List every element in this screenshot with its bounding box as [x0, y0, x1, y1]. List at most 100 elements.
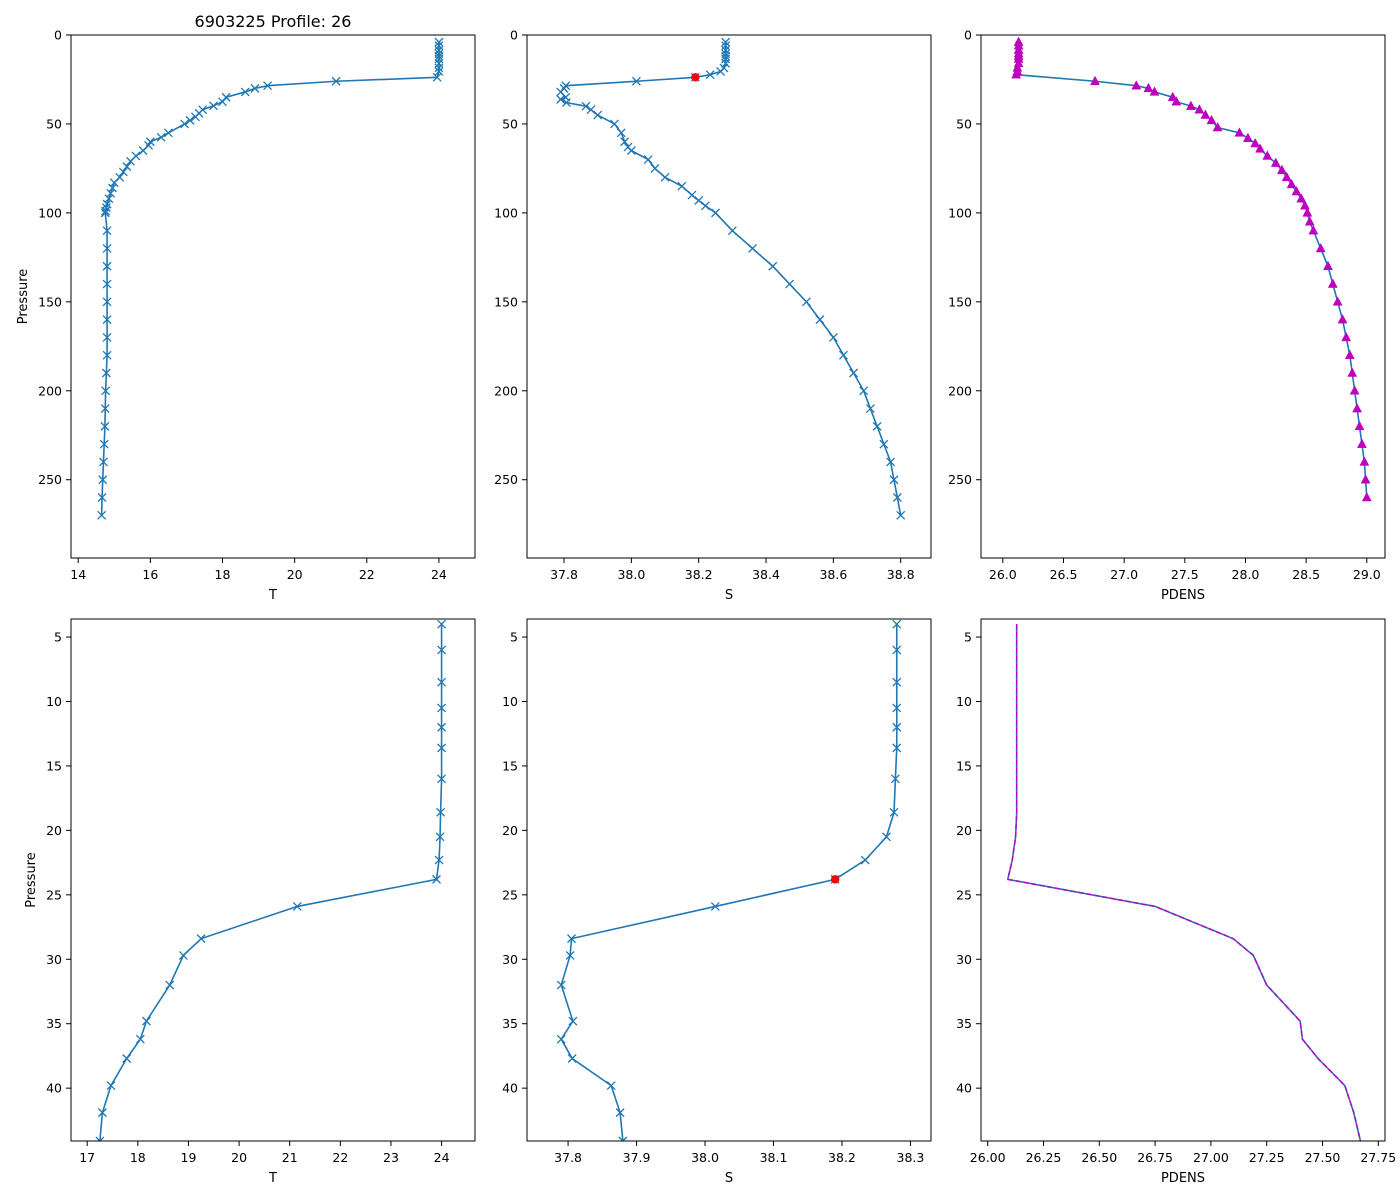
y-tick-label: 35	[956, 1016, 972, 1031]
data-point	[434, 855, 444, 865]
x-tick-label: 22	[332, 1150, 348, 1165]
data-point	[567, 1054, 577, 1063]
plot-area	[1006, 624, 1362, 1141]
y-tick-label: 40	[46, 1081, 62, 1096]
data-point	[101, 386, 111, 396]
data-point	[178, 950, 188, 960]
data-point	[99, 457, 108, 467]
data-point	[631, 76, 641, 86]
data-point	[156, 132, 166, 142]
data-point	[1357, 438, 1367, 448]
data-point	[1270, 157, 1281, 167]
flagged-point	[691, 73, 700, 82]
data-point	[180, 119, 190, 129]
axes-frame	[526, 34, 932, 559]
data-point	[892, 619, 902, 629]
data-point	[263, 81, 273, 91]
x-tick-label: 26.00	[970, 1150, 1006, 1165]
data-point	[620, 137, 630, 147]
x-tick-label: 19	[181, 1150, 197, 1165]
data-point	[849, 368, 859, 378]
data-point	[606, 1081, 616, 1091]
data-point	[889, 807, 899, 817]
plot-area	[95, 619, 447, 1141]
panel-bottom-middle: 37.8 37.9 38.0 38.1 38.2 38.3 5 10 15 20 25 30 35 40 S	[502, 618, 932, 1186]
axes-frame	[526, 618, 932, 1142]
data-point	[435, 832, 445, 842]
data-point	[865, 404, 875, 414]
data-point	[1361, 491, 1372, 502]
data-point	[801, 297, 811, 307]
data-point	[711, 208, 720, 218]
plot-area	[556, 37, 906, 520]
data-point	[99, 439, 109, 449]
x-tick-label: 24	[434, 1150, 450, 1165]
data-point	[437, 677, 447, 687]
y-tick-label: 250	[38, 472, 62, 487]
series-line	[100, 42, 440, 516]
data-point	[102, 261, 112, 271]
data-point	[432, 72, 442, 82]
data-point	[118, 167, 128, 177]
data-point	[126, 156, 135, 166]
x-axis-label: S	[725, 588, 733, 603]
series-line	[1006, 624, 1362, 1141]
data-point	[437, 774, 447, 784]
data-point	[437, 703, 447, 713]
panel-bottom-left: 17 18 19 20 21 22 23 24 5 10 15 20 25 30 35 40 T Pressure	[24, 618, 476, 1186]
data-point	[860, 855, 870, 865]
y-tick-label: 35	[502, 1016, 518, 1031]
data-point	[97, 493, 107, 502]
y-axis-label: Pressure	[24, 852, 39, 908]
x-tick-label: 38.2	[685, 567, 713, 582]
data-point	[1262, 150, 1273, 160]
data-point	[165, 980, 175, 990]
y-tick-label: 15	[46, 758, 62, 773]
data-point	[785, 279, 795, 289]
data-point	[1171, 96, 1182, 106]
data-point	[97, 510, 107, 520]
data-point	[1337, 314, 1348, 324]
data-point	[292, 901, 302, 911]
x-tick-label: 20	[287, 567, 303, 582]
x-tick-label: 37.8	[550, 567, 578, 582]
y-tick-label: 30	[502, 952, 518, 967]
data-point	[586, 105, 596, 115]
data-point	[892, 645, 902, 655]
x-tick-label: 29.0	[1353, 567, 1381, 582]
y-tick-label: 15	[956, 758, 972, 773]
data-point	[1131, 80, 1142, 90]
data-point	[138, 146, 148, 156]
x-tick-label: 38.1	[760, 1150, 788, 1165]
y-tick-label: 5	[54, 630, 62, 645]
y-tick-label: 10	[502, 694, 518, 709]
x-tick-label: 26.0	[989, 567, 1017, 582]
data-point	[102, 350, 112, 360]
data-point	[106, 188, 116, 198]
data-point	[1302, 207, 1313, 217]
axes-frame	[980, 618, 1386, 1142]
x-tick-label: 38.0	[691, 1150, 719, 1165]
data-point	[561, 98, 571, 108]
y-tick-label: 5	[510, 630, 518, 645]
y-tick-label: 40	[502, 1081, 518, 1096]
data-point	[437, 645, 447, 655]
data-point	[568, 1016, 578, 1026]
data-point	[768, 261, 778, 271]
series-line	[1006, 624, 1362, 1141]
data-point	[626, 146, 636, 156]
data-point	[250, 83, 260, 93]
data-point	[102, 332, 112, 342]
data-point	[615, 1108, 625, 1118]
y-tick-label: 250	[948, 472, 972, 487]
panel-bottom-right: 26.00 26.25 26.50 26.75 27.00 27.25 27.50 27.75…	[956, 618, 1396, 1186]
data-point	[892, 703, 902, 713]
y-tick-label: 200	[948, 383, 972, 398]
data-point	[581, 101, 591, 111]
x-tick-label: 27.5	[1171, 567, 1199, 582]
data-point	[122, 1054, 132, 1063]
data-point	[436, 807, 446, 817]
x-axis-label: T	[268, 1171, 277, 1186]
y-tick-label: 25	[956, 887, 972, 902]
data-point	[1011, 69, 1022, 79]
